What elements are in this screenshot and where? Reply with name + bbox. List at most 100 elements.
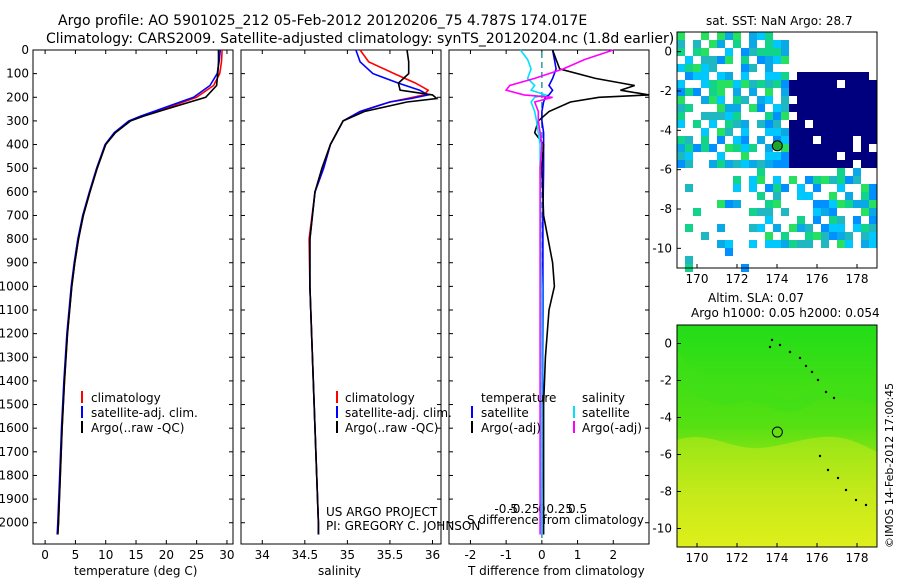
sst-cell [837, 144, 845, 152]
sst-cell [861, 184, 869, 192]
sst-cell [685, 64, 693, 72]
sst-cell [789, 136, 797, 144]
sst-cell [717, 160, 725, 168]
legend-climatology: climatology [345, 391, 415, 405]
sst-cell [853, 80, 861, 88]
sst-cell [677, 80, 685, 88]
sst-cell [773, 56, 781, 64]
sst-cell [829, 104, 837, 112]
legend-s-satellite: satellite [582, 406, 630, 420]
sst-cell [757, 32, 765, 40]
sst-cell [773, 176, 781, 184]
sst-cell [797, 112, 805, 120]
sst-cell [805, 96, 813, 104]
x-tick-label: 2 [609, 548, 617, 562]
s-diff-tick-label: -0.25 [508, 502, 539, 516]
sst-cell [837, 216, 845, 224]
sst-cell [733, 112, 741, 120]
project-label: US ARGO PROJECT [326, 505, 438, 519]
salinity-axes-frame [240, 49, 442, 545]
sst-cell [797, 152, 805, 160]
longitude-label: 178 [846, 551, 869, 565]
sst-cell [861, 160, 869, 168]
island-dot [826, 468, 830, 472]
x-tick-label: 0 [41, 548, 49, 562]
sst-cell [757, 136, 765, 144]
sst-cell [693, 72, 701, 80]
sst-cell [869, 216, 877, 224]
sst-cell [829, 80, 837, 88]
sst-cell [789, 88, 797, 96]
sst-cell [725, 80, 733, 88]
sst-cell [781, 152, 789, 160]
sst-cell [781, 112, 789, 120]
sst-cell [805, 80, 813, 88]
sst-cell [701, 136, 709, 144]
sst-cell [861, 152, 869, 160]
sst-cell [725, 56, 733, 64]
depth-tick-label: 1400 [0, 374, 29, 388]
sst-cell [733, 176, 741, 184]
sst-cell [765, 32, 773, 40]
sst-cell [861, 224, 869, 232]
sst-cell [741, 72, 749, 80]
sst-cell [845, 160, 853, 168]
sst-cell [677, 112, 685, 120]
sst-cell [797, 184, 805, 192]
x-tick-label: 20 [159, 548, 174, 562]
sst-cell [829, 216, 837, 224]
sst-cell [709, 120, 717, 128]
sst-cell [677, 88, 685, 96]
sst-cell [797, 128, 805, 136]
depth-tick-label: 1200 [0, 327, 29, 341]
sst-cell [869, 152, 877, 160]
sst-cell [677, 160, 685, 168]
sst-cell [717, 112, 725, 120]
sst-cell [869, 208, 877, 216]
sst-cell [693, 40, 701, 48]
latitude-label: -2 [660, 84, 672, 98]
sst-cell [717, 152, 725, 160]
sst-cell [749, 184, 757, 192]
sst-cell [853, 224, 861, 232]
sst-cell [837, 232, 845, 240]
argo-float-marker [771, 140, 783, 152]
depth-tick-label: 200 [6, 90, 29, 104]
depth-tick-label: 800 [6, 232, 29, 246]
sst-cell [821, 208, 829, 216]
sst-map-axes: 170 172 174 176 178 0 -2 -4 -6 -8 -10 [652, 45, 868, 286]
sst-cell [829, 200, 837, 208]
sst-cell [765, 96, 773, 104]
sst-cell [757, 224, 765, 232]
sst-cell [757, 160, 765, 168]
island-dot [768, 345, 772, 349]
sst-cell [709, 56, 717, 64]
sst-cell [701, 48, 709, 56]
legend-s-argo: Argo(-adj) [582, 421, 642, 435]
sst-map-title: sat. SST: NaN Argo: 28.7 [706, 14, 853, 28]
temperature-axes-frame [32, 49, 234, 545]
sst-cell [709, 40, 717, 48]
depth-tick-label: 100 [6, 67, 29, 81]
island-dot [824, 390, 828, 394]
sst-cell [853, 88, 861, 96]
series-argo-raw-qc- [309, 49, 439, 535]
sst-cell [781, 104, 789, 112]
sst-cell [741, 96, 749, 104]
salinity-legend: climatology satellite-adj. clim. Argo(..… [336, 391, 452, 435]
sst-cell [717, 96, 725, 104]
sst-cell [813, 80, 821, 88]
sst-cell [805, 104, 813, 112]
sst-cell [725, 72, 733, 80]
sst-cell [789, 104, 797, 112]
x-tick-label: 10 [98, 548, 113, 562]
sst-cell [813, 184, 821, 192]
sst-cell [701, 112, 709, 120]
sst-cell [677, 40, 685, 48]
sst-cell [829, 208, 837, 216]
sst-cell [837, 240, 845, 248]
sst-cell [845, 88, 853, 96]
sst-cell [773, 152, 781, 160]
x-tick-label: 1 [574, 548, 582, 562]
latitude-label: -6 [660, 163, 672, 177]
